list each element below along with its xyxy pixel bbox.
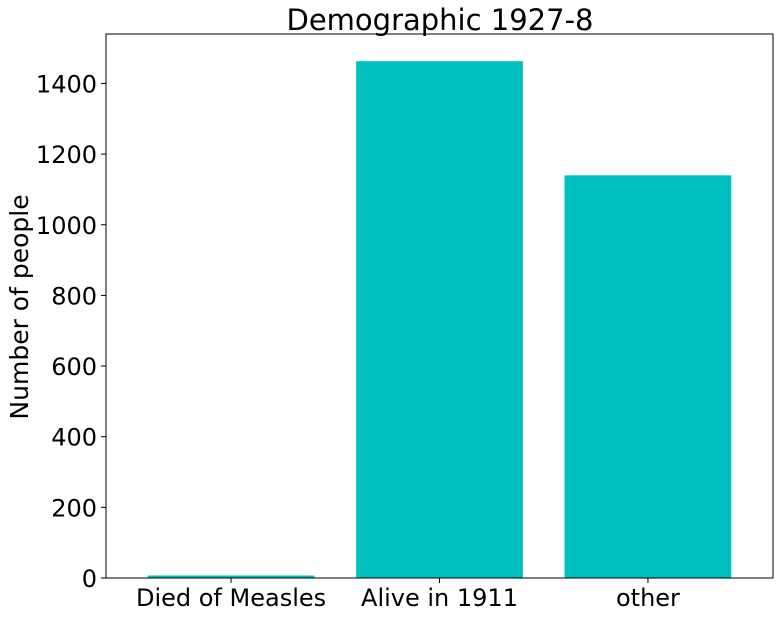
y-tick-label: 600 — [51, 353, 97, 381]
chart-title: Demographic 1927-8 — [287, 3, 594, 37]
bars-layer — [147, 61, 732, 578]
x-tick-label: Alive in 1911 — [361, 584, 518, 612]
y-ticks-layer: 0 200 400 600 800 1000 1200 1400 — [36, 70, 106, 593]
y-tick-label: 1400 — [36, 70, 97, 98]
bar — [564, 175, 732, 578]
y-tick-label: 1000 — [36, 212, 97, 240]
bar — [147, 575, 315, 578]
y-axis-label: Number of people — [5, 194, 34, 419]
plot-frame — [105, 33, 774, 579]
y-tick-label: 1200 — [36, 141, 97, 169]
x-tick-label: other — [616, 584, 680, 612]
y-tick-label: 800 — [51, 282, 97, 310]
x-ticks-layer: Died of Measles Alive in 1911 other — [136, 578, 680, 612]
bar — [356, 61, 523, 578]
x-tick-label: Died of Measles — [136, 584, 326, 612]
y-tick-label: 200 — [51, 494, 97, 522]
y-tick-label: 400 — [51, 424, 97, 452]
y-tick-label: 0 — [82, 565, 97, 593]
